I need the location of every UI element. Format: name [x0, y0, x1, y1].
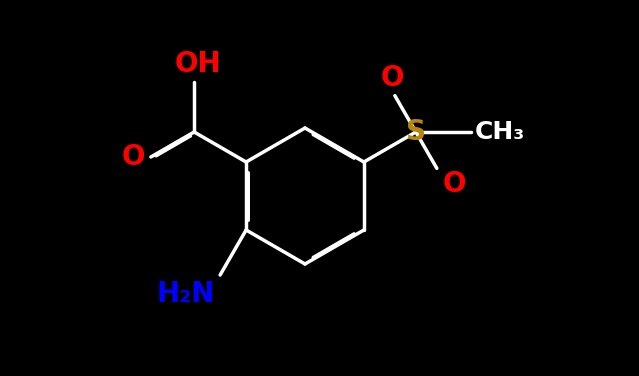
Text: OH: OH: [175, 50, 222, 78]
Text: H₂N: H₂N: [157, 280, 215, 308]
Text: O: O: [121, 143, 145, 171]
Text: S: S: [406, 118, 426, 146]
Text: O: O: [443, 170, 466, 199]
Text: O: O: [381, 64, 404, 92]
Text: CH₃: CH₃: [475, 120, 525, 144]
